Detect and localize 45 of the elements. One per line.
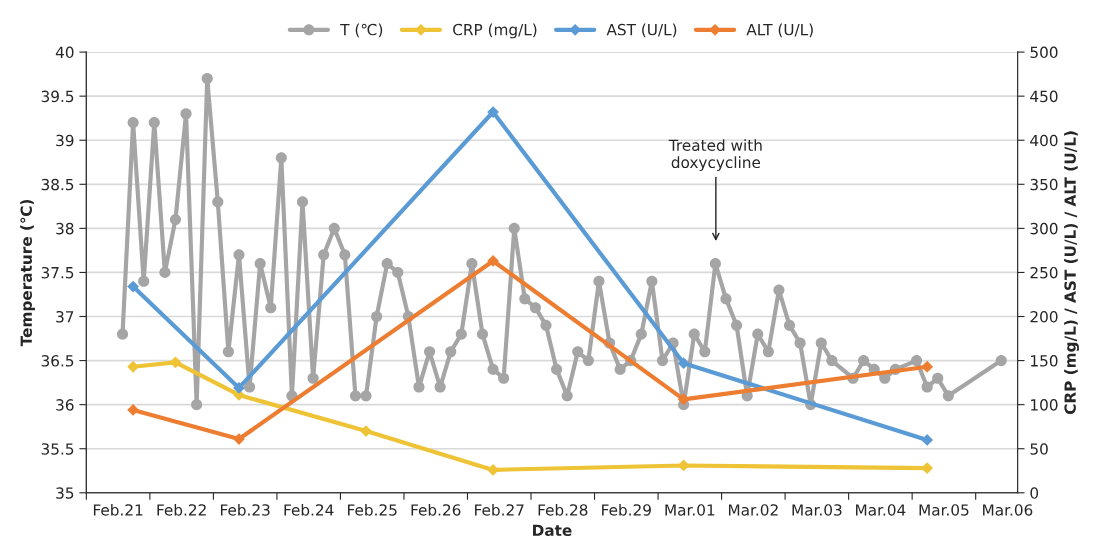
y2-axis-title: CRP (mg/L) / AST (U/L) / ALT (U/L) bbox=[1064, 131, 1079, 415]
y-tick-label: 35 bbox=[56, 487, 74, 499]
y2-tick-label: 0 bbox=[1030, 487, 1039, 499]
x-tick-label: Mar.02 bbox=[728, 504, 778, 516]
legend-label: ALT (U/L) bbox=[746, 23, 813, 38]
x-tick-label: Feb.21 bbox=[93, 503, 143, 516]
x-tick-label: Feb.28 bbox=[538, 503, 588, 516]
x-tick-label: Mar.05 bbox=[919, 504, 969, 516]
y-tick-label: 38 bbox=[56, 222, 74, 235]
y-tick-label: 39.5 bbox=[41, 90, 74, 103]
y2-tick-label: 250 bbox=[1030, 266, 1058, 279]
y2-tick-label: 300 bbox=[1030, 222, 1058, 235]
x-tick-label: Mar.01 bbox=[665, 504, 715, 516]
legend-label: T (℃) bbox=[340, 23, 383, 38]
y-tick-label: 35.5 bbox=[41, 443, 74, 455]
x-tick-label: Feb.26 bbox=[411, 503, 461, 516]
y2-tick-label: 50 bbox=[1030, 443, 1048, 455]
x-tick-label: Mar.06 bbox=[983, 504, 1033, 516]
x-tick-label: Feb.22 bbox=[157, 503, 206, 516]
x-tick-label: Feb.24 bbox=[284, 503, 334, 516]
annotation: Treated with doxycycline bbox=[668, 139, 762, 172]
y-tick-label: 38.5 bbox=[41, 178, 74, 191]
x-tick-label: Feb.29 bbox=[602, 503, 651, 516]
y-tick-label: 39 bbox=[56, 134, 74, 147]
y-tick-label: 37.5 bbox=[41, 266, 74, 279]
legend-label: CRP (mg/L) bbox=[453, 23, 537, 39]
y-axis-title: Temperature (℃) bbox=[20, 199, 35, 347]
x-tick-label: Feb.25 bbox=[348, 503, 397, 516]
x-tick-label: Feb.27 bbox=[475, 503, 524, 516]
legend-label: AST (U/L) bbox=[606, 23, 677, 38]
y2-tick-label: 150 bbox=[1031, 355, 1058, 367]
y2-tick-label: 200 bbox=[1030, 310, 1058, 323]
x-tick-label: Feb.23 bbox=[220, 503, 270, 516]
y2-tick-label: 450 bbox=[1030, 90, 1058, 103]
y-tick-label: 36.5 bbox=[41, 355, 74, 367]
y-tick-label: 37 bbox=[56, 310, 74, 323]
x-tick-label: Mar.04 bbox=[856, 504, 906, 516]
x-axis-title: Date bbox=[533, 524, 572, 537]
y2-tick-label: 100 bbox=[1031, 399, 1058, 411]
y2-tick-label: 500 bbox=[1030, 46, 1058, 59]
y2-tick-label: 350 bbox=[1030, 178, 1058, 191]
x-tick-label: Mar.03 bbox=[792, 504, 842, 516]
y-tick-label: 40 bbox=[55, 46, 74, 59]
y2-tick-label: 400 bbox=[1030, 134, 1058, 147]
y-tick-label: 36 bbox=[56, 399, 74, 411]
